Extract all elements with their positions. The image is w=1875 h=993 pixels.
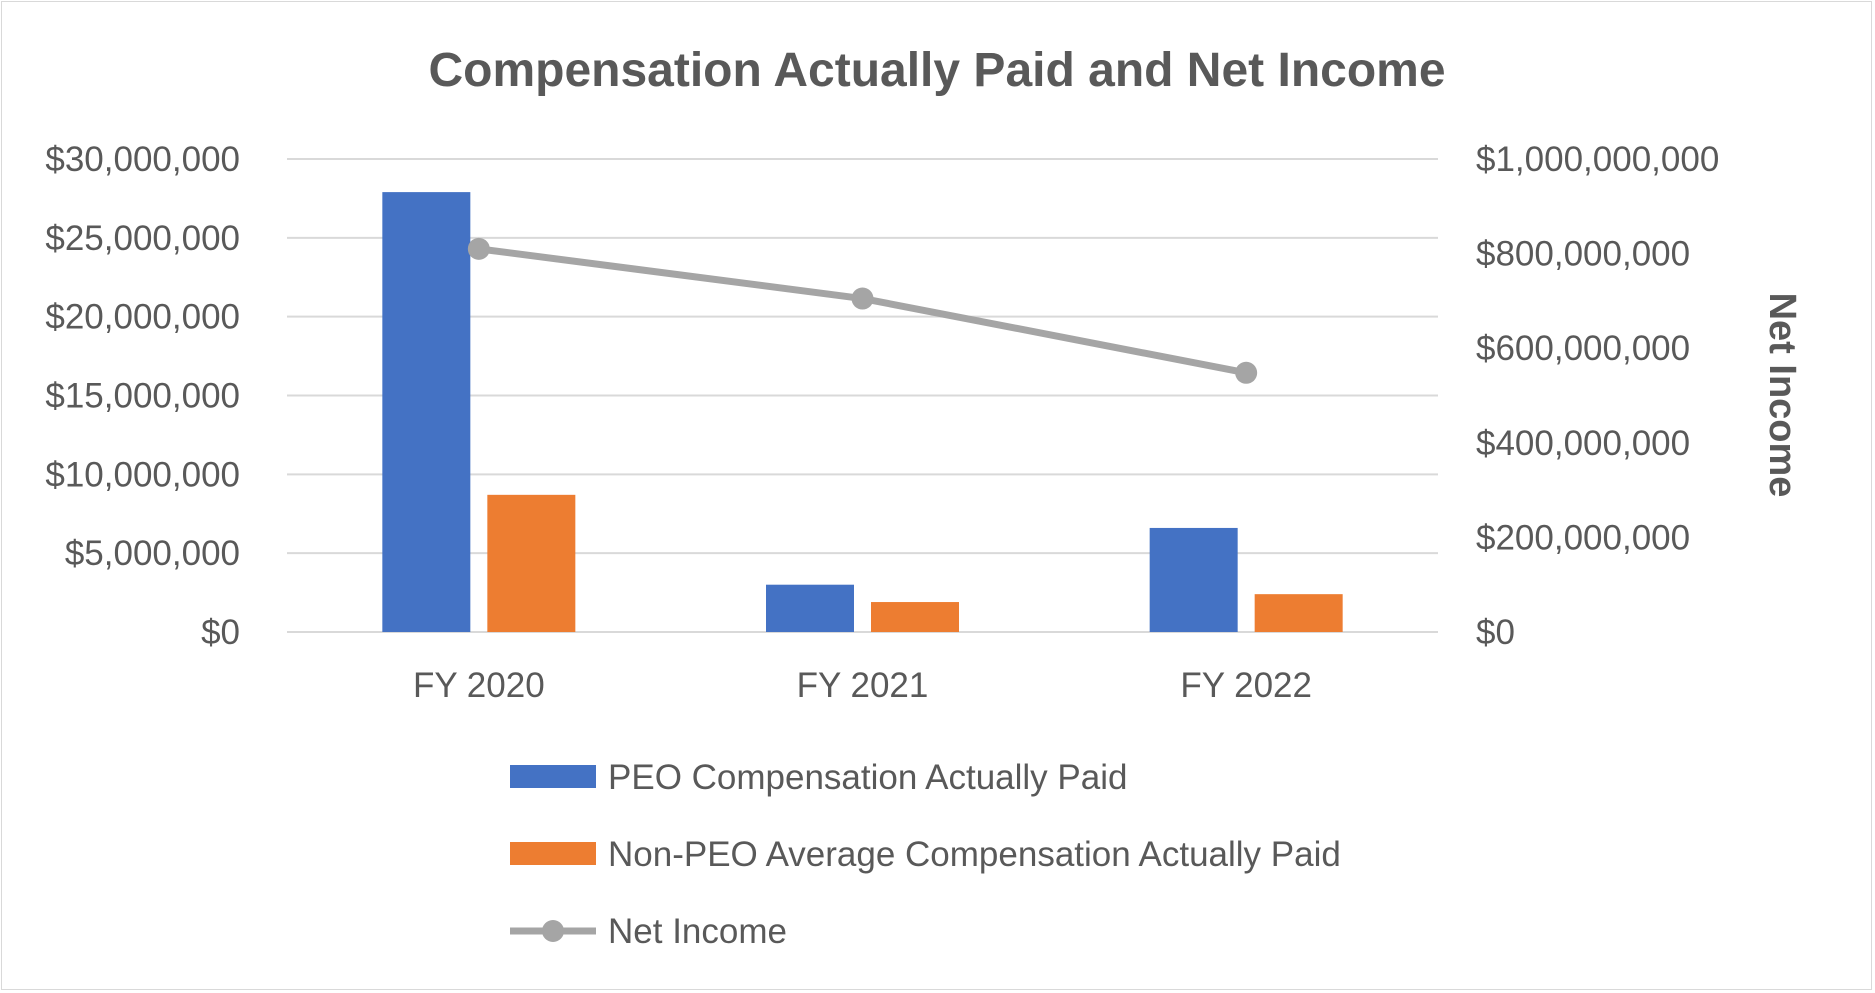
left-tick-label: $15,000,000 [45, 377, 240, 416]
chart-title: Compensation Actually Paid and Net Incom… [428, 44, 1445, 97]
gridlines [287, 158, 1438, 633]
bar-peo-fy-2020 [382, 192, 471, 633]
bar-non-peo-fy-2020 [487, 494, 576, 632]
legend-marker-net-income [542, 920, 564, 942]
right-tick-label: $0 [1476, 613, 1515, 652]
right-axis-ticks: $0 $200,000,000 $400,000,000 $600,000,000 $8… [1476, 140, 1719, 652]
left-tick-label: $30,000,000 [45, 140, 240, 179]
legend-swatch-non-peo [510, 842, 596, 865]
right-axis-title: Net Income [1761, 293, 1803, 498]
x-tick-label: FY 2021 [797, 666, 929, 705]
right-tick-label: $800,000,000 [1476, 235, 1690, 274]
legend-swatch-peo [510, 765, 596, 788]
left-tick-label: $20,000,000 [45, 298, 240, 337]
x-tick-label: FY 2020 [413, 666, 545, 705]
bar-non-peo-fy-2022 [1254, 594, 1343, 632]
legend-label: Non-PEO Average Compensation Actually Pa… [608, 835, 1341, 874]
net-income-line-path [478, 245, 1247, 377]
net-income-point-fy-2021 [851, 287, 874, 310]
x-axis-ticks: FY 2020 FY 2021 FY 2022 [413, 666, 1312, 705]
net-income-point-fy-2022 [1235, 361, 1258, 384]
bar-peo-fy-2021 [766, 584, 854, 632]
legend-label: PEO Compensation Actually Paid [608, 758, 1127, 797]
bar-peo-fy-2022 [1149, 527, 1238, 632]
bar-non-peo-fy-2021 [871, 602, 959, 632]
net-income-line [467, 237, 1258, 384]
left-tick-label: $25,000,000 [45, 219, 240, 258]
left-tick-label: $5,000,000 [65, 534, 240, 573]
right-tick-label: $1,000,000,000 [1476, 140, 1719, 179]
right-tick-label: $600,000,000 [1476, 329, 1690, 368]
legend: PEO Compensation Actually Paid Non-PEO Av… [510, 758, 1341, 951]
bars [382, 192, 1343, 633]
right-tick-label: $200,000,000 [1476, 518, 1690, 557]
legend-label: Net Income [608, 912, 787, 951]
left-tick-label: $0 [201, 613, 240, 652]
right-tick-label: $400,000,000 [1476, 424, 1690, 463]
left-tick-label: $10,000,000 [45, 455, 240, 494]
x-tick-label: FY 2022 [1180, 666, 1312, 705]
left-axis-ticks: $0 $5,000,000 $10,000,000 $15,000,000 $20,00… [45, 140, 240, 652]
net-income-point-fy-2020 [467, 237, 490, 260]
